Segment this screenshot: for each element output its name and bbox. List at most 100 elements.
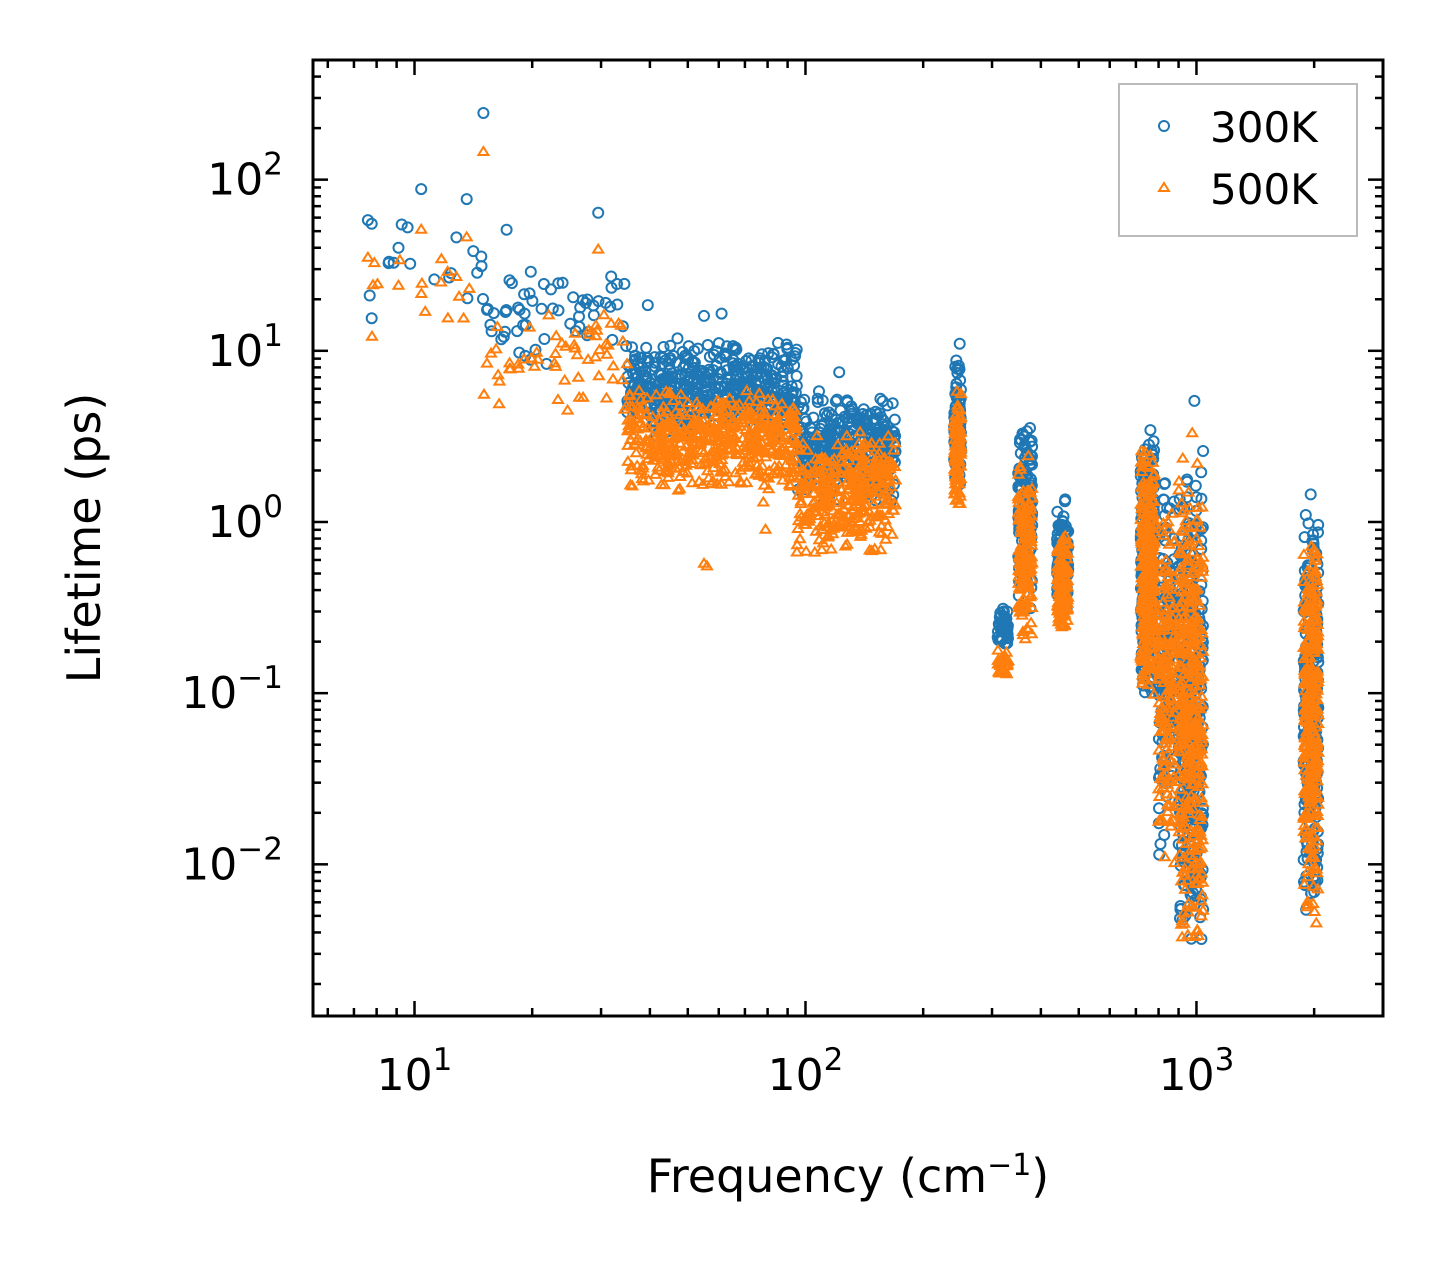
data-point xyxy=(953,412,967,424)
data-point xyxy=(1312,526,1324,539)
data-point xyxy=(1193,598,1207,610)
data-point xyxy=(775,397,789,409)
data-point xyxy=(1156,651,1171,662)
data-point xyxy=(500,223,513,236)
data-point xyxy=(651,379,664,391)
data-point xyxy=(1303,591,1318,603)
data-point xyxy=(1195,564,1210,576)
data-point xyxy=(714,396,729,408)
data-point xyxy=(1195,735,1209,747)
data-point xyxy=(1016,520,1030,532)
data-point xyxy=(1135,524,1149,536)
data-point xyxy=(1305,849,1320,861)
data-point xyxy=(854,493,869,505)
data-point xyxy=(869,476,884,488)
data-point xyxy=(1307,725,1322,737)
data-point xyxy=(839,429,854,441)
data-point xyxy=(754,399,769,411)
data-point xyxy=(729,447,743,459)
data-point xyxy=(1306,897,1320,908)
data-point xyxy=(951,492,965,504)
data-point xyxy=(756,495,771,507)
data-point xyxy=(1160,777,1175,789)
data-point xyxy=(1180,648,1195,660)
data-point xyxy=(1145,456,1160,467)
data-point xyxy=(1175,506,1190,518)
data-point xyxy=(1172,546,1186,558)
data-point xyxy=(881,420,894,432)
data-point xyxy=(1177,916,1192,928)
data-point xyxy=(1158,687,1173,699)
data-point xyxy=(1190,512,1204,524)
data-point xyxy=(665,370,678,383)
data-point xyxy=(459,230,474,242)
data-point xyxy=(648,351,661,364)
data-point xyxy=(729,378,742,391)
data-point xyxy=(570,348,585,360)
data-point xyxy=(677,422,692,434)
data-point xyxy=(1306,830,1321,841)
data-point xyxy=(1133,497,1148,509)
data-point xyxy=(1197,445,1210,457)
data-point xyxy=(718,431,733,443)
data-point xyxy=(841,396,854,409)
data-point xyxy=(1136,568,1151,580)
data-point xyxy=(625,428,640,440)
data-point xyxy=(462,282,477,293)
data-point xyxy=(1175,821,1190,833)
data-point xyxy=(762,464,777,476)
data-point xyxy=(718,462,732,474)
data-point xyxy=(817,475,832,487)
data-point xyxy=(1186,622,1200,634)
data-point xyxy=(450,231,463,244)
data-point xyxy=(1013,462,1028,474)
data-point xyxy=(679,369,692,382)
data-point xyxy=(800,460,815,472)
data-point xyxy=(721,371,734,384)
data-point xyxy=(489,342,503,354)
data-point xyxy=(1186,567,1200,578)
data-point xyxy=(1057,619,1072,631)
data-point xyxy=(1146,544,1161,555)
data-point xyxy=(1055,596,1069,607)
data-point xyxy=(951,497,966,508)
data-point xyxy=(663,387,678,399)
data-point xyxy=(879,494,894,505)
data-point xyxy=(1181,558,1195,570)
data-point xyxy=(1156,620,1171,631)
data-point xyxy=(1138,618,1152,629)
data-point xyxy=(1195,888,1210,900)
data-point xyxy=(720,441,735,453)
data-point xyxy=(365,217,378,230)
data-point xyxy=(579,297,592,309)
data-point xyxy=(794,494,808,506)
data-point xyxy=(635,461,650,473)
data-point xyxy=(719,347,731,360)
data-point xyxy=(1309,565,1324,577)
data-point xyxy=(1305,661,1319,673)
data-point xyxy=(1181,554,1195,566)
data-point xyxy=(1156,595,1170,607)
data-point xyxy=(1195,732,1210,744)
data-point xyxy=(1050,545,1065,556)
data-point xyxy=(994,607,1007,619)
data-point xyxy=(1297,595,1311,607)
data-point xyxy=(556,276,569,289)
data-point xyxy=(588,350,603,362)
data-point xyxy=(1300,601,1315,613)
data-point xyxy=(1162,590,1177,602)
data-point xyxy=(1307,546,1322,558)
data-point xyxy=(1173,600,1188,612)
data-point xyxy=(1178,639,1192,651)
data-point xyxy=(1174,496,1189,508)
data-point xyxy=(859,521,873,533)
data-point xyxy=(564,317,577,330)
data-point xyxy=(1147,624,1161,636)
data-point xyxy=(640,421,655,433)
data-point xyxy=(605,281,618,294)
data-point xyxy=(1188,687,1202,699)
data-point xyxy=(722,391,737,403)
data-point xyxy=(710,409,725,421)
data-point xyxy=(800,415,813,428)
data-point xyxy=(629,446,644,458)
